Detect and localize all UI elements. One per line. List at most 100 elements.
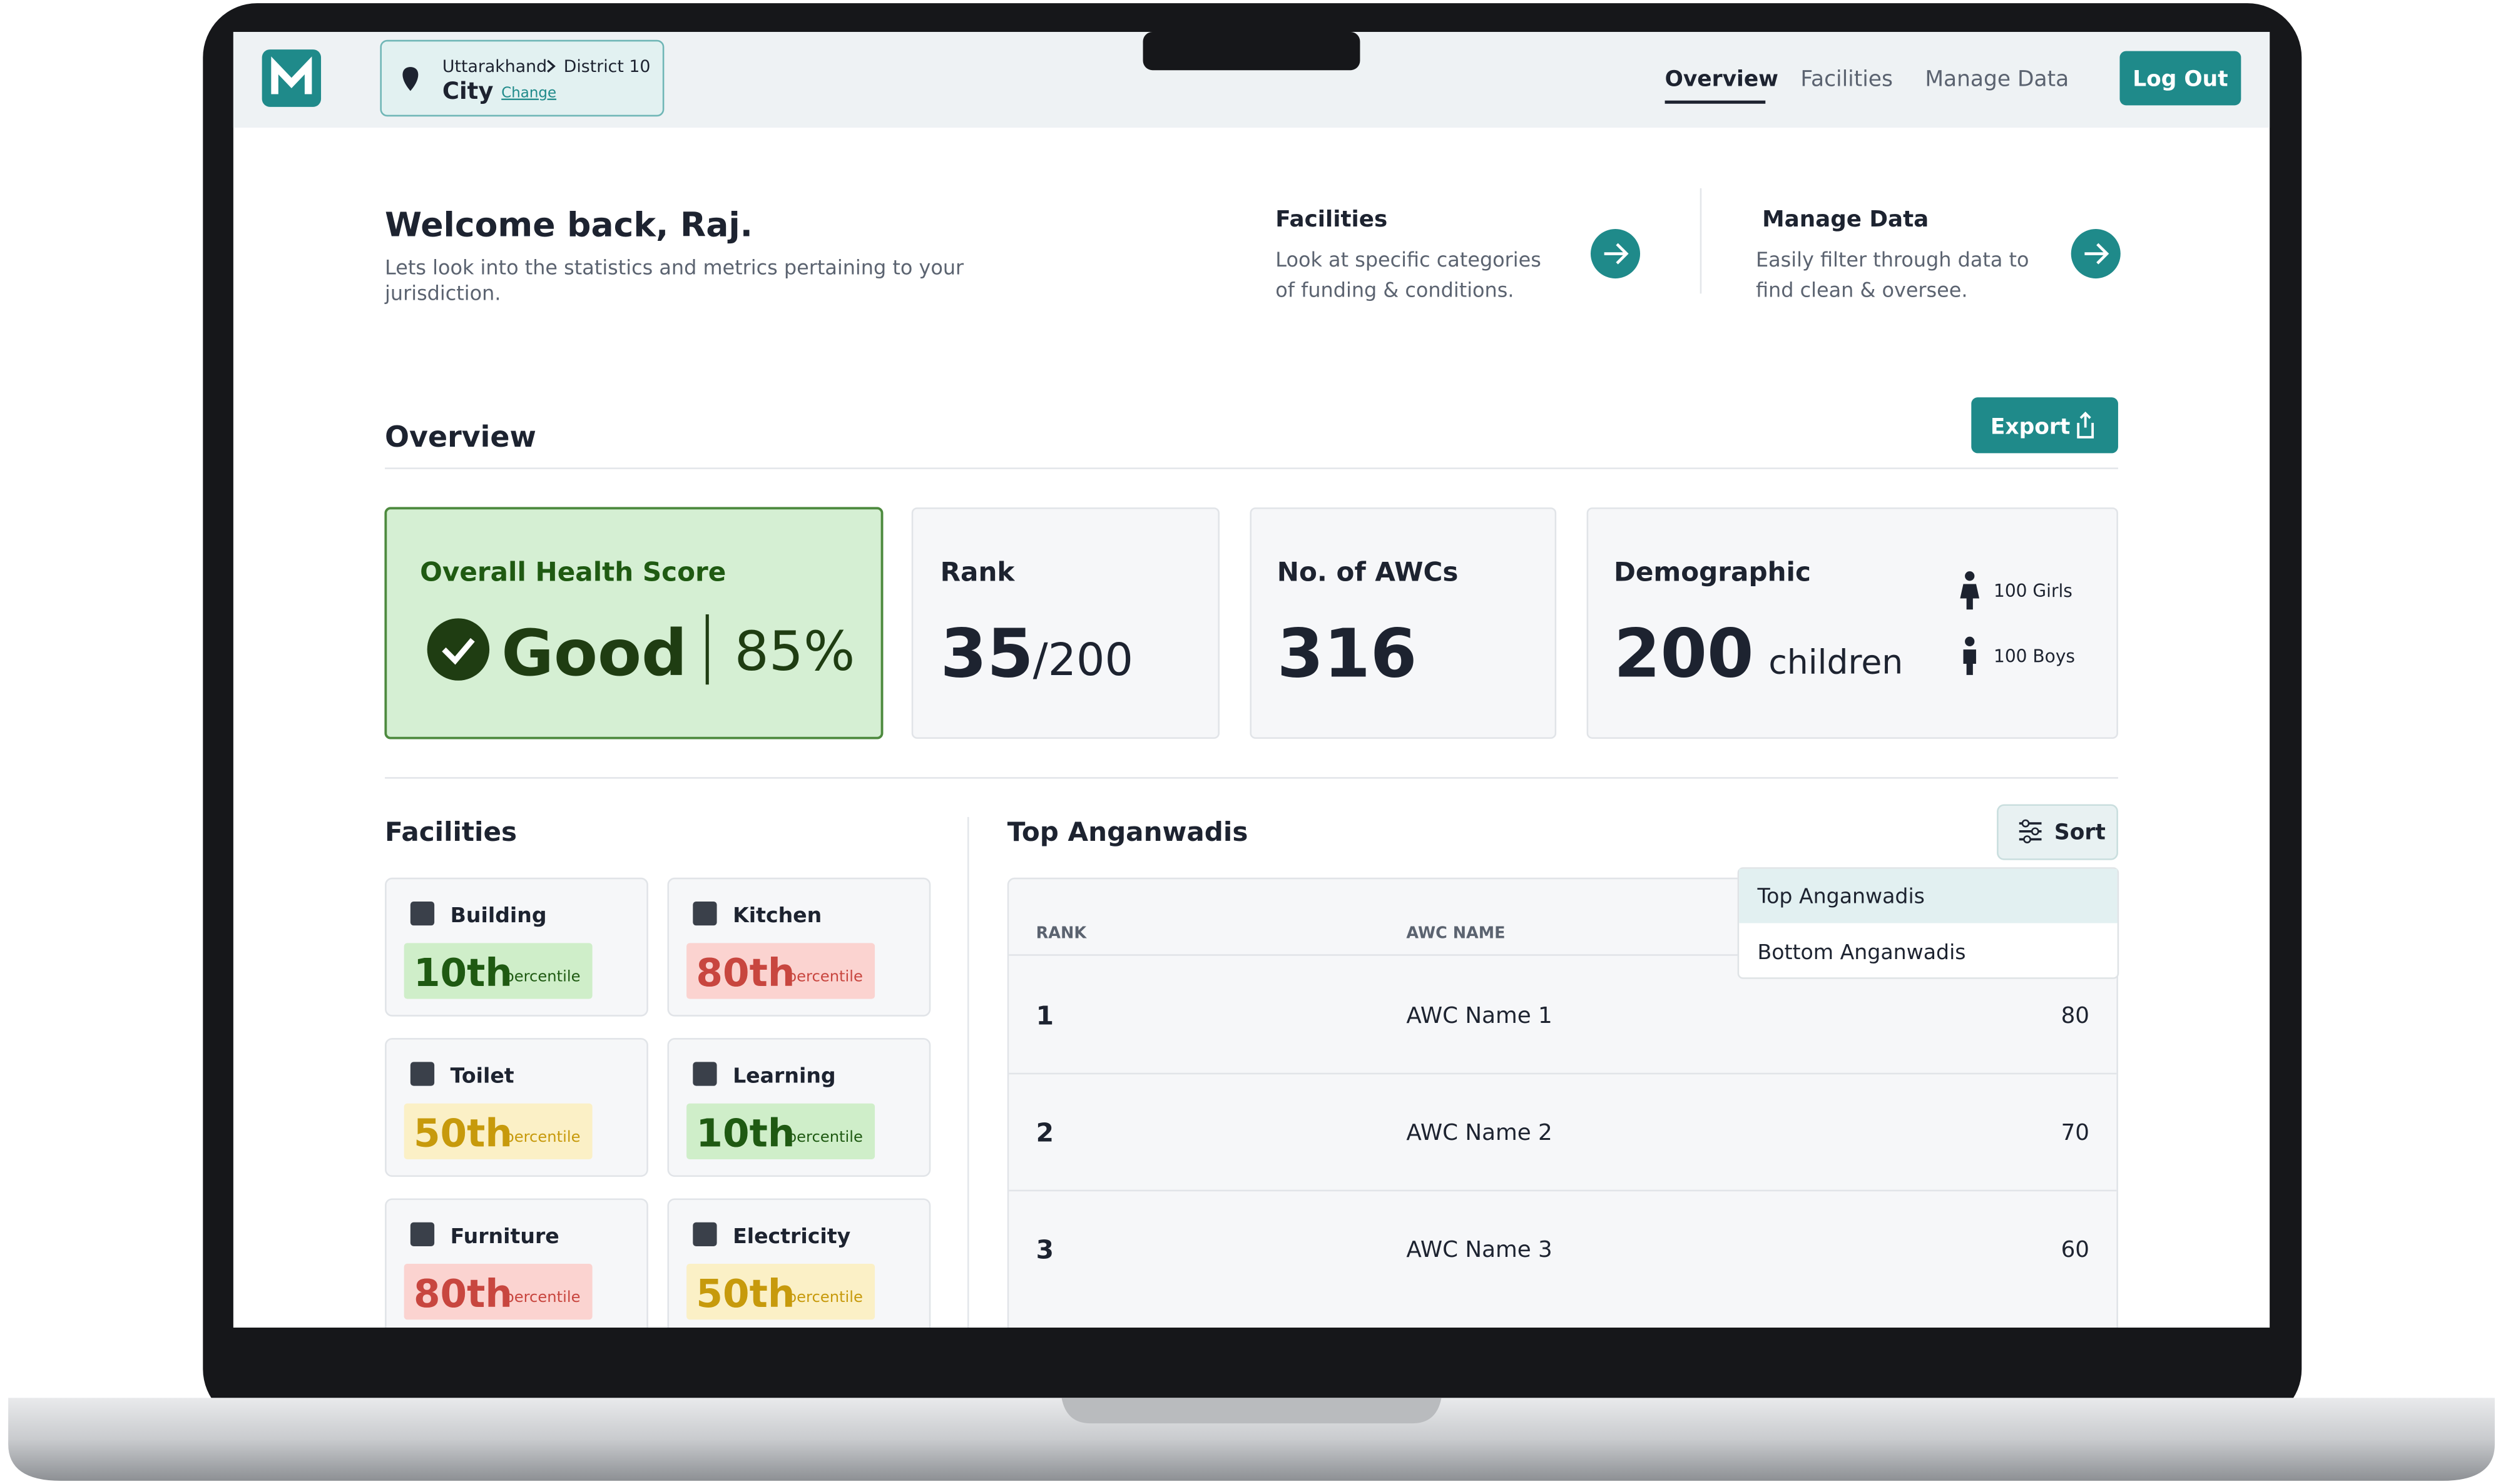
arrow-icon (1604, 243, 1629, 265)
table-body: 1 AWC Name 1 80 2 AWC Name 2 70 3 AWC Name 3 60 (1009, 1000, 2117, 1264)
facility-name: Electricity (733, 1224, 850, 1248)
score-cell: 70 (2061, 1120, 2089, 1146)
table-rule (1009, 1072, 2117, 1075)
facility-badge (404, 1103, 593, 1159)
demographic-unit: children (1768, 642, 1903, 681)
facility-badge (686, 1264, 875, 1320)
demographic-value: 200 (1614, 615, 1754, 693)
shortcut-text: Easily filter through data to (1756, 248, 2029, 272)
facility-unit: percentile (504, 1288, 580, 1306)
boys-count: 100 Boys (1994, 646, 2075, 666)
breadcrumb: Uttarakhand (442, 57, 547, 76)
score-cell: 60 (2061, 1237, 2089, 1263)
logout-label: Log Out (2133, 67, 2228, 92)
camera-notch (1143, 32, 1360, 71)
awc-card (1250, 507, 1557, 739)
facility-unit: percentile (504, 968, 580, 985)
rank-cell: 1 (1036, 1000, 1054, 1030)
logout-button[interactable] (2119, 51, 2241, 106)
nav-item[interactable]: Manage Data (1925, 67, 2069, 92)
welcome-subtitle: jurisdiction. (384, 282, 501, 305)
facility-icon (410, 1062, 435, 1086)
facility-rank: 10th (696, 1112, 795, 1156)
facility-unit: percentile (787, 968, 863, 985)
table-rule (1009, 954, 2117, 956)
facility-badge (686, 943, 875, 999)
chevron (547, 59, 556, 73)
nav-underline (1664, 100, 1766, 104)
change-link[interactable]: Change (501, 85, 556, 101)
awc-value: 316 (1277, 615, 1417, 693)
divider (1700, 188, 1702, 294)
facility-unit: percentile (787, 1288, 863, 1306)
sort-label: Sort (2054, 820, 2106, 845)
facility-icon (693, 902, 717, 926)
card-label: No. of AWCs (1277, 556, 1459, 587)
location: City (442, 78, 494, 104)
facility-name: Furniture (451, 1224, 559, 1248)
rank-cell: 2 (1036, 1117, 1054, 1147)
laptop-base (8, 1398, 2495, 1481)
shortcut-title: Facilities (1275, 206, 1387, 232)
section-title: Facilities (385, 816, 517, 847)
arrow-icon (2084, 243, 2109, 265)
shortcut-text: of funding & conditions. (1275, 278, 1514, 302)
shortcut-text: Look at specific categories (1275, 248, 1541, 272)
divider (385, 777, 2118, 779)
pin-icon (402, 67, 419, 91)
facility-unit: percentile (504, 1128, 580, 1146)
facility-icon (693, 1222, 717, 1246)
facility-icon (410, 902, 435, 926)
screen: Uttarakhand District 10 City Change Over… (233, 32, 2270, 1328)
export-icon (2077, 411, 2094, 439)
dropdown-item[interactable]: Top Anganwadis (1757, 884, 1925, 908)
facility-badge (404, 943, 593, 999)
nav-item[interactable]: Overview (1665, 67, 1778, 92)
sort-icon-knob (2023, 835, 2031, 843)
score-cell: 80 (2061, 1003, 2089, 1029)
name-cell: AWC Name 2 (1406, 1120, 1552, 1146)
rank-value: 35 (941, 615, 1034, 693)
card-label: Demographic (1614, 556, 1811, 587)
sort-button[interactable] (1997, 804, 2118, 860)
name-cell: AWC Name 1 (1406, 1003, 1552, 1029)
check-icon (427, 618, 490, 681)
name-cell: AWC Name 3 (1406, 1237, 1552, 1263)
table-rule (1009, 1189, 2117, 1192)
column-header: AWC NAME (1406, 924, 1505, 943)
girls-count: 100 Girls (1994, 581, 2072, 601)
facility-icon (693, 1062, 717, 1086)
column-header: RANK (1036, 924, 1088, 943)
facility-rank: 50th (696, 1272, 795, 1316)
card-label: Overall Health Score (420, 556, 726, 587)
rank-cell: 3 (1036, 1234, 1054, 1264)
export-button[interactable] (1971, 397, 2118, 454)
location-box[interactable] (380, 39, 665, 117)
divider (967, 816, 969, 1328)
facility-grid: Building10thpercentileKitchen80thpercent… (385, 877, 931, 1328)
breadcrumb: District 10 (564, 57, 651, 76)
export-label: Export (1991, 415, 2070, 440)
table (1007, 877, 2118, 1328)
boy-icon (1963, 636, 1976, 675)
rank-total: /200 (1033, 634, 1133, 686)
facility-name: Building (451, 903, 547, 927)
health-card (384, 507, 884, 739)
shortcut-title: Manage Data (1762, 206, 1929, 232)
card-label: Rank (941, 556, 1016, 587)
health-percent: 85% (735, 621, 855, 683)
dropdown-selected (1739, 868, 2118, 923)
facility-rank: 50th (414, 1112, 512, 1156)
facility-rank: 10th (414, 951, 512, 995)
section-title: Overview (385, 420, 536, 454)
sort-icon-knob (2031, 827, 2039, 836)
facility-badge (404, 1264, 593, 1320)
nav-item[interactable]: Facilities (1800, 67, 1893, 92)
facility-rank: 80th (696, 951, 795, 995)
facility-unit: percentile (787, 1128, 863, 1146)
facility-badge (686, 1103, 875, 1159)
welcome-subtitle: Lets look into the statistics and metric… (385, 256, 964, 280)
dropdown-item[interactable]: Bottom Anganwadis (1758, 940, 1966, 964)
